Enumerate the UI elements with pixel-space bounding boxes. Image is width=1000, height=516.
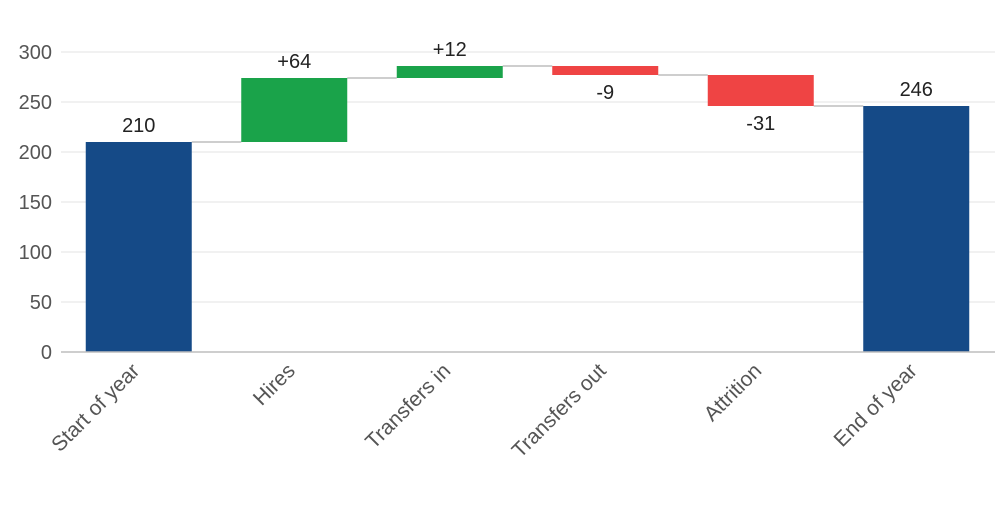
- bar-start-of-year: [85, 142, 192, 352]
- data-label: +64: [277, 51, 311, 73]
- y-tick-label: 150: [19, 192, 52, 214]
- x-tick-label: End of year: [830, 359, 922, 451]
- y-axis-ticks: 0 50 100 150 200 250 300: [19, 42, 52, 364]
- y-tick-label: 300: [19, 42, 52, 64]
- bars: [85, 66, 970, 352]
- y-tick-label: 250: [19, 92, 52, 114]
- x-tick-label: Start of year: [47, 359, 144, 456]
- x-tick-label: Hires: [249, 359, 300, 410]
- category-labels: Start of year Hires Transfers in Transfers …: [47, 359, 922, 462]
- data-label: +12: [433, 39, 467, 61]
- data-label: -9: [596, 82, 614, 104]
- x-tick-label: Attrition: [700, 359, 767, 426]
- y-tick-label: 0: [41, 342, 52, 364]
- x-tick-label: Transfers out: [508, 359, 611, 462]
- y-tick-label: 200: [19, 142, 52, 164]
- data-label: 210: [122, 115, 155, 137]
- bar-attrition: [707, 75, 814, 106]
- x-tick-label: Transfers in: [361, 359, 455, 453]
- y-tick-label: 50: [30, 292, 52, 314]
- bar-transfers-out: [552, 66, 659, 75]
- bar-end-of-year: [863, 106, 970, 352]
- data-label: 246: [900, 79, 933, 101]
- connectors: [191, 65, 864, 143]
- gridlines: [61, 51, 995, 303]
- bar-hires: [241, 78, 348, 142]
- bar-transfers-in: [396, 66, 503, 78]
- data-labels: 210 +64 +12 -9 -31 246: [122, 39, 933, 137]
- y-tick-label: 100: [19, 242, 52, 264]
- data-label: -31: [746, 113, 775, 135]
